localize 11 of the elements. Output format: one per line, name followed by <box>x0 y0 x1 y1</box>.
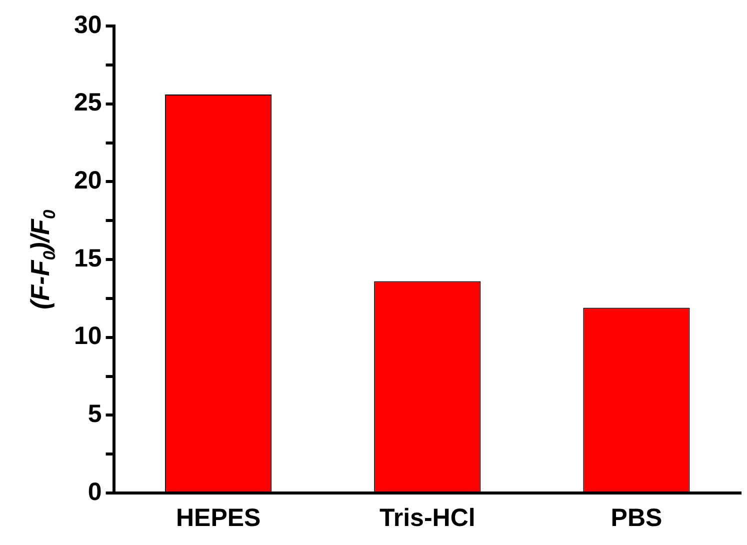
x-tick-label: Tris-HCl <box>379 504 476 532</box>
y-tick-label: 25 <box>74 88 102 117</box>
y-tick-label: 10 <box>74 322 102 350</box>
y-tick-label: 15 <box>74 244 102 272</box>
y-tick-label: 5 <box>88 400 102 428</box>
y-axis-title: (F-F0)/F0 <box>25 209 59 310</box>
x-tick-label: PBS <box>610 504 662 532</box>
y-tick-label: 30 <box>74 10 102 39</box>
y-tick-label: 0 <box>88 478 102 506</box>
y-tick-label: 20 <box>74 166 102 195</box>
x-tick-label: HEPES <box>176 504 261 532</box>
